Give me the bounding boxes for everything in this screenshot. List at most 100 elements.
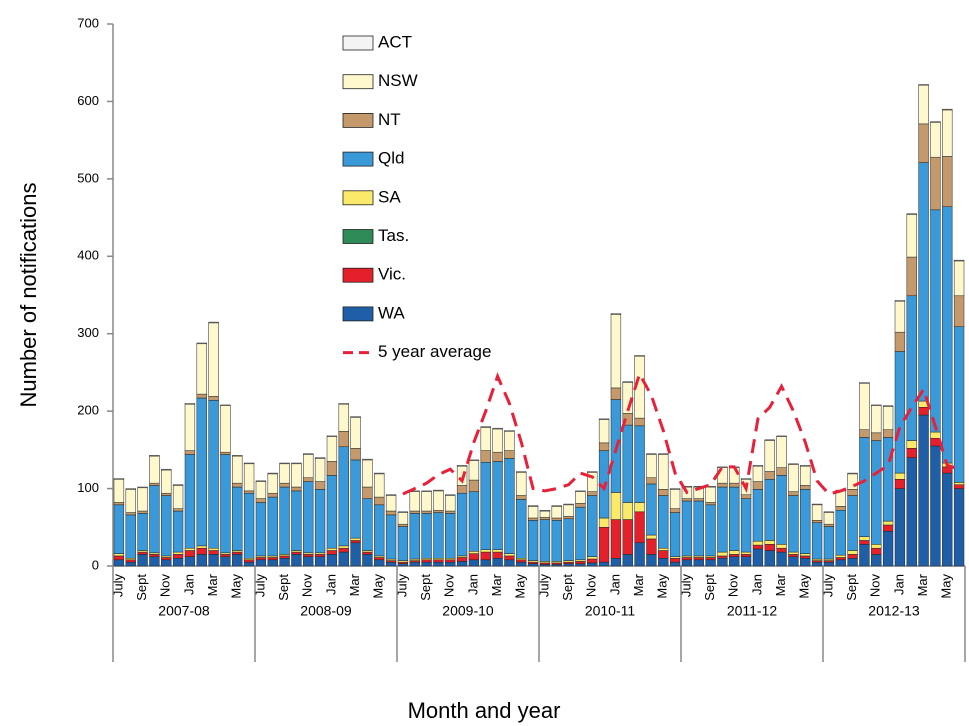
x-tick-label: May [939,574,954,599]
bar-segment [456,557,468,562]
bar-segment [871,405,882,434]
bar-segment [445,494,456,496]
bar-segment [776,436,787,468]
bar-segment [184,550,196,557]
bar-segment [634,417,645,427]
x-tick-label: May [797,574,812,599]
bar-segment [847,495,858,551]
bar-segment [243,462,255,465]
bar-segment [658,547,669,551]
bar-segment [729,482,740,488]
bar-segment [740,494,752,499]
bar-segment [646,554,657,567]
bar-segment [894,479,906,489]
bar-segment [634,542,645,567]
y-tick-label: 200 [77,403,99,418]
bar-segment [504,458,515,554]
bar-segment [634,511,645,544]
bar-segment [930,122,941,158]
bar-segment [397,563,409,567]
bar-segment [220,556,231,567]
bar-segment [161,468,172,471]
bar-segment [456,485,468,494]
group-label: 2008-09 [300,603,352,619]
bar-segment [942,108,953,111]
bar-segment [303,453,314,455]
bar-segment [137,513,148,551]
x-tick-label: Sept [702,574,717,601]
bar-segment [149,556,160,567]
bar-segment [232,482,243,488]
bar-segment [196,545,207,549]
bar-segment [527,563,539,567]
bar-segment [303,554,314,557]
bar-segment [338,547,349,553]
bar-segment [717,466,728,468]
bar-segment [137,486,148,489]
bar-segment [480,461,491,550]
bar-segment [681,498,693,502]
bar-segment [610,519,622,559]
bar-segment [847,558,858,567]
bar-segment [894,472,906,480]
bar-segment [776,475,787,545]
bar-segment [232,455,243,484]
bar-segment [693,557,704,561]
bar-segment [480,549,491,553]
x-tick-label: Mar [347,573,362,596]
bar-segment [350,416,361,418]
bar-segment [906,213,917,215]
bar-segment [598,561,610,567]
bar-segment [835,559,846,567]
bar-segment [161,495,172,557]
bar-segment [953,482,965,485]
bar-segment [740,556,752,567]
bar-segment [859,540,870,545]
bar-segment [894,331,906,352]
bar-segment [350,540,361,544]
bar-segment [717,558,728,567]
x-tick-label: July [536,574,551,598]
bar-segment [942,472,953,567]
bar-segment [125,561,136,567]
bar-segment [516,561,527,567]
bar-segment [504,559,515,567]
bar-segment [314,554,326,557]
x-tick-label: July [252,574,267,598]
bar-segment [622,381,633,383]
bar-segment [267,473,278,494]
bar-segment [232,455,243,457]
bar-segment [137,487,148,512]
group-label: 2009-10 [442,603,494,619]
bar-segment [693,498,704,502]
bar-segment [267,492,278,498]
bar-segment [516,471,527,473]
bar-segment [113,555,125,561]
x-tick-label: May [655,574,670,599]
bar-segment [255,557,267,561]
bar-segment [196,342,207,345]
bar-segment [906,214,917,258]
bar-segment [823,512,835,525]
bar-segment [137,554,148,567]
bar-segment [480,427,491,451]
bar-segment [267,472,278,475]
x-tick-label: May [229,574,244,599]
bar-segment [172,484,184,486]
bar-segment [184,547,196,551]
bar-segment [468,479,480,492]
bar-segment [172,558,184,567]
bar-segment [953,488,965,567]
bar-segment [859,536,870,541]
bar-segment [326,554,338,567]
bar-segment [587,562,598,567]
bar-segment [575,561,586,564]
bar-segment [717,555,728,559]
bar-segment [658,453,669,455]
bar-segment [125,512,136,516]
bar-segment [232,554,243,567]
bar-segment [764,550,775,567]
bar-segment [953,295,965,327]
bar-segment [953,326,965,483]
